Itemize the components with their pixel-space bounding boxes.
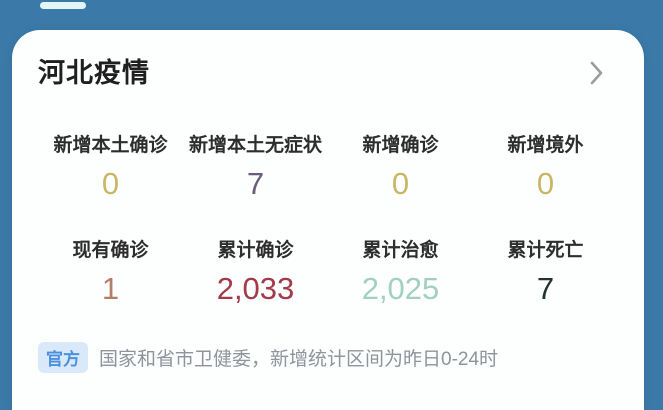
stat-current-confirmed: 现有确诊 1 bbox=[38, 235, 183, 307]
stat-value: 2,025 bbox=[361, 271, 440, 306]
card-title: 河北疫情 bbox=[38, 58, 150, 88]
official-badge: 官方 bbox=[38, 342, 88, 373]
stat-label: 新增确诊 bbox=[362, 135, 439, 156]
stat-label: 新增境外 bbox=[507, 135, 584, 156]
stat-total-cured: 累计治愈 2,025 bbox=[328, 235, 473, 307]
stat-value: 2,033 bbox=[216, 271, 295, 306]
source-note: 官方 国家和省市卫健委，新增统计区间为昨日0-24时 bbox=[38, 342, 618, 373]
stat-value: 7 bbox=[246, 166, 265, 201]
sheet-drag-handle bbox=[40, 2, 86, 9]
chevron-right-icon bbox=[589, 60, 618, 86]
stats-grid: 新增本土确诊 0 新增本土无症状 7 新增确诊 0 新增境外 0 现有确诊 1 … bbox=[38, 130, 618, 307]
stat-value: 0 bbox=[101, 166, 120, 201]
stat-label: 新增本土无症状 bbox=[188, 135, 322, 156]
source-note-text: 国家和省市卫健委，新增统计区间为昨日0-24时 bbox=[99, 349, 499, 370]
stat-total-deaths: 累计死亡 7 bbox=[473, 235, 618, 307]
stat-new-confirmed: 新增确诊 0 bbox=[328, 130, 473, 202]
stat-value: 0 bbox=[391, 166, 410, 201]
stat-label: 累计治愈 bbox=[362, 240, 439, 261]
stat-value: 7 bbox=[536, 271, 555, 306]
stat-new-local-confirmed: 新增本土确诊 0 bbox=[38, 130, 183, 202]
stat-label: 新增本土确诊 bbox=[53, 135, 168, 156]
stat-new-local-asymptomatic: 新增本土无症状 7 bbox=[183, 130, 328, 202]
stat-label: 累计确诊 bbox=[217, 240, 294, 261]
epidemic-stats-card: 河北疫情 新增本土确诊 0 新增本土无症状 7 新增确诊 0 新增境外 0 现有… bbox=[12, 30, 644, 410]
stat-label: 累计死亡 bbox=[507, 240, 584, 261]
stat-new-imported: 新增境外 0 bbox=[473, 130, 618, 202]
stat-total-confirmed: 累计确诊 2,033 bbox=[183, 235, 328, 307]
stat-label: 现有确诊 bbox=[72, 240, 149, 261]
stat-value: 1 bbox=[101, 271, 120, 306]
card-header-link[interactable]: 河北疫情 bbox=[38, 56, 618, 90]
stat-value: 0 bbox=[536, 166, 555, 201]
